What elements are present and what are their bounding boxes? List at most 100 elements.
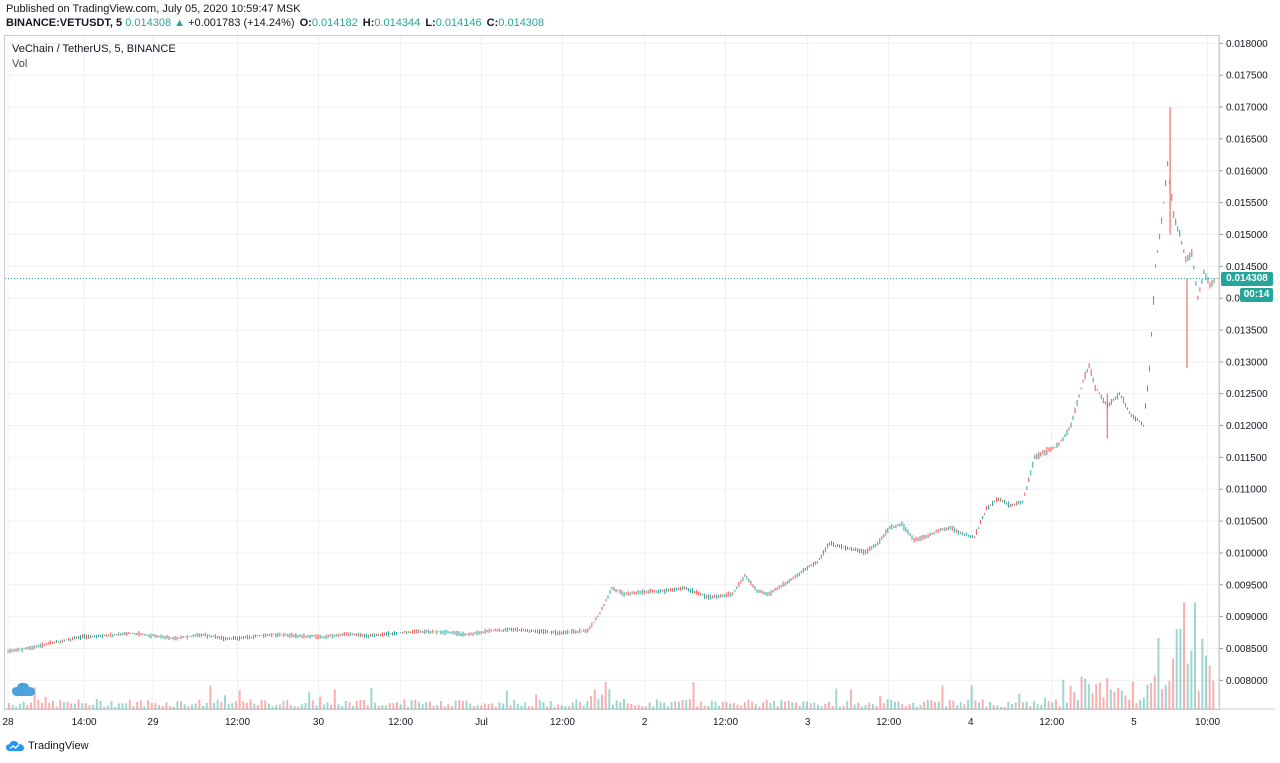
volume-bar — [399, 704, 402, 709]
volume-bar — [568, 706, 571, 709]
volume-bar — [1153, 675, 1156, 709]
volume-bar — [1076, 700, 1079, 709]
volume-bar — [1014, 702, 1017, 709]
x-tick-label: 2 — [642, 717, 648, 728]
volume-bar — [992, 705, 995, 709]
volume-bar — [912, 702, 915, 709]
volume-bar — [842, 705, 845, 709]
volume-bar — [590, 695, 593, 709]
x-tick-label: 10:00 — [1195, 717, 1220, 728]
volume-bar — [923, 701, 926, 709]
volume-bar — [238, 690, 241, 709]
volume-bar — [439, 700, 442, 709]
volume-bar — [919, 705, 922, 709]
tradingview-footer[interactable]: TradingView — [6, 740, 89, 752]
volume-bar — [1164, 684, 1167, 709]
volume-bar — [117, 703, 120, 709]
volume-bar — [721, 701, 724, 709]
volume-bar — [579, 701, 582, 709]
volume-bar — [827, 702, 830, 709]
volume-bar — [304, 703, 307, 709]
volume-bar — [509, 705, 512, 709]
volume-bar — [648, 702, 651, 709]
volume-bar — [820, 706, 823, 709]
volume-bar — [637, 704, 640, 709]
volume-bar — [359, 700, 362, 709]
volume-bar — [710, 700, 713, 709]
volume-bar — [985, 706, 988, 709]
volume-bar — [161, 705, 164, 709]
volume-bar — [337, 704, 340, 709]
volume-bar — [92, 704, 95, 709]
volume-bar — [458, 699, 461, 709]
volume-bar — [1135, 703, 1138, 709]
volume-bar — [249, 699, 252, 709]
volume-bar — [1179, 628, 1182, 709]
volume-bar — [264, 700, 267, 709]
tradingview-brand: TradingView — [28, 740, 89, 752]
volume-bar — [978, 702, 981, 709]
volume-bar — [417, 702, 420, 709]
close-label: C: — [486, 17, 499, 29]
volume-bar — [1208, 665, 1211, 709]
volume-bar — [99, 701, 102, 709]
volume-bar — [366, 705, 369, 709]
volume-bar — [220, 701, 223, 709]
volume-bar — [425, 702, 428, 709]
volume-bar — [110, 701, 113, 709]
volume-bar — [798, 705, 801, 709]
volume-bar — [33, 687, 36, 709]
y-tick-label: 0.015500 — [1226, 198, 1268, 209]
volume-bar — [824, 703, 827, 709]
volume-bar — [776, 706, 779, 709]
y-tick-label: 0.011000 — [1226, 485, 1267, 496]
volume-bar — [216, 699, 219, 709]
volume-bar — [893, 701, 896, 709]
volume-bar — [245, 702, 248, 709]
volume-bar — [527, 706, 530, 709]
volume-bar — [806, 701, 809, 709]
volume-bar — [59, 699, 62, 709]
volume-bar — [1172, 658, 1175, 709]
volume-bar — [77, 699, 80, 709]
volume-bar — [187, 706, 190, 709]
price-change: +0.001783 (+14.24%) — [188, 17, 295, 29]
volume-bar — [1161, 689, 1164, 709]
symbol-header: BINANCE:VETUSDT, 5 0.014308 ▲ +0.001783 … — [6, 17, 544, 29]
volume-bar — [593, 689, 596, 709]
volume-bar — [11, 705, 14, 709]
volume-bar — [1036, 704, 1039, 709]
y-tick-label: 0.008500 — [1226, 644, 1268, 655]
volume-bar — [289, 705, 292, 709]
volume-bar — [732, 702, 735, 709]
volume-bar — [1117, 687, 1120, 709]
volume-bar — [904, 706, 907, 709]
volume-bar — [1194, 602, 1197, 709]
volume-bar — [62, 702, 65, 709]
volume-bar — [1197, 690, 1200, 709]
x-tick-label: 12:00 — [388, 717, 413, 728]
volume-bar — [1080, 676, 1083, 709]
volume-bar — [703, 705, 706, 709]
volume-bar — [1201, 638, 1204, 709]
x-tick-label: 3 — [805, 717, 811, 728]
volume-bar — [681, 699, 684, 709]
volume-bar — [502, 703, 505, 709]
tradingview-cloud-icon — [6, 740, 24, 751]
volume-bar — [326, 702, 329, 709]
volume-bar — [139, 700, 142, 709]
volume-bar — [696, 706, 699, 709]
change-arrow-icon: ▲ — [174, 17, 186, 29]
x-tick-label: Jul — [475, 717, 488, 728]
volume-bar — [209, 685, 212, 709]
volume-bar — [300, 704, 303, 709]
high-label: H: — [362, 17, 375, 29]
volume-bar — [132, 705, 135, 709]
volume-bar — [707, 706, 710, 709]
volume-bar — [860, 706, 863, 709]
volume-bar — [1000, 706, 1003, 709]
volume-bar — [582, 705, 585, 709]
volume-bar — [403, 699, 406, 709]
volume-bar — [231, 702, 234, 709]
